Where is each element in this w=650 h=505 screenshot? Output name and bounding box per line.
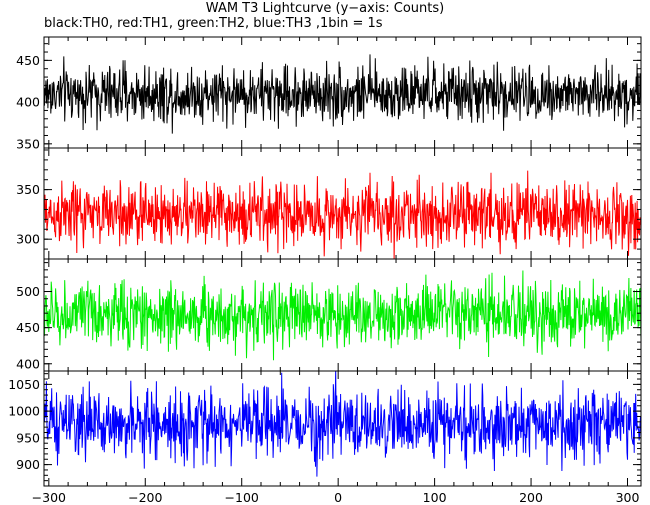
series-line-TH0 (44, 54, 641, 134)
x-tick-label: 300 (616, 490, 640, 505)
x-tick-label: 100 (423, 490, 447, 505)
y-tick-label: 900 (16, 457, 40, 472)
y-tick-label: 1000 (8, 404, 40, 419)
y-tick-label: 950 (16, 430, 40, 445)
x-tick-label: −300 (32, 490, 66, 505)
y-tick-label: 350 (16, 136, 40, 151)
series-line-TH3 (44, 371, 641, 477)
x-tick-label: 0 (334, 490, 342, 505)
panel-frame (43, 370, 642, 487)
x-tick-label: −100 (225, 490, 259, 505)
y-tick-label: 300 (16, 232, 40, 247)
series-line-TH2 (44, 270, 641, 361)
chart-title: WAM T3 Lightcurve (y−axis: Counts) (205, 1, 445, 16)
series-line-TH1 (44, 170, 641, 259)
y-tick-label: 1050 (8, 377, 40, 392)
x-tick-label: −200 (128, 490, 162, 505)
y-tick-label: 500 (16, 284, 40, 299)
y-tick-label: 350 (16, 182, 40, 197)
y-tick-label: 450 (16, 53, 40, 68)
x-tick-label: 200 (519, 490, 543, 505)
chart-subtitle: black:TH0, red:TH1, green:TH2, blue:TH3 … (44, 16, 383, 31)
y-tick-label: 400 (16, 95, 40, 110)
y-tick-label: 450 (16, 320, 40, 335)
y-tick-label: 400 (16, 356, 40, 371)
